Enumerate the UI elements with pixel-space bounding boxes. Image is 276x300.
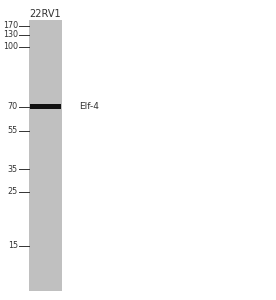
Text: 35: 35 — [8, 165, 18, 174]
Text: 170: 170 — [3, 21, 18, 30]
Text: 55: 55 — [8, 126, 18, 135]
Text: 70: 70 — [8, 102, 18, 111]
Text: Elf-4: Elf-4 — [79, 102, 99, 111]
Text: 130: 130 — [3, 30, 18, 39]
Text: 100: 100 — [3, 42, 18, 51]
Bar — [30, 104, 61, 109]
Text: 15: 15 — [8, 242, 18, 250]
Bar — [29, 20, 62, 291]
Text: 22RV1: 22RV1 — [30, 9, 61, 19]
Text: 25: 25 — [8, 188, 18, 196]
